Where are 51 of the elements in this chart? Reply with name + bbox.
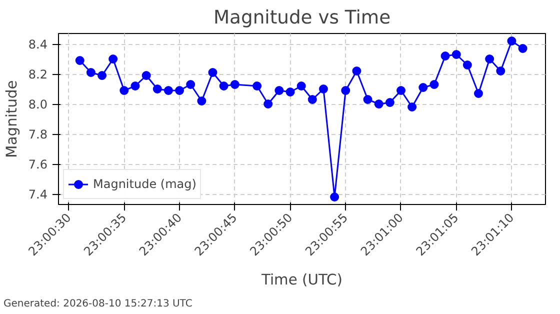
point (208, 68, 218, 77)
point (152, 84, 162, 94)
point (175, 86, 184, 95)
y-tick-label: 7.8 (28, 128, 48, 142)
point (75, 56, 84, 65)
point (374, 100, 384, 108)
point (186, 80, 196, 89)
point (408, 102, 417, 112)
y-tick-label: 8.4 (28, 38, 48, 52)
text: Generated: 2026-08-10 15:27:13 UTC (4, 298, 192, 310)
point (252, 82, 262, 90)
point (296, 82, 306, 90)
point (264, 100, 273, 108)
point (496, 66, 506, 76)
point (286, 88, 295, 96)
point (98, 71, 107, 80)
x-axis-title: Time (UTC) (260, 272, 343, 289)
point (197, 96, 206, 106)
point (474, 89, 483, 98)
point (164, 86, 173, 95)
point (352, 66, 362, 76)
point (452, 50, 461, 59)
point (440, 52, 450, 60)
point (396, 86, 406, 95)
point (363, 95, 372, 104)
point (318, 84, 328, 94)
point (86, 68, 96, 77)
y-axis-title: Magnitude (3, 80, 20, 158)
chart-title: Magnitude vs Time (213, 8, 391, 28)
point (142, 71, 151, 80)
point (219, 82, 228, 90)
point (130, 82, 140, 90)
point (330, 192, 340, 202)
point (120, 86, 129, 95)
y-tick-label: 8.0 (28, 98, 48, 112)
point (507, 36, 516, 46)
y-tick-label: 8.2 (28, 68, 48, 82)
point (462, 60, 472, 70)
point (418, 83, 428, 92)
point (308, 95, 317, 104)
point (430, 80, 439, 89)
point (385, 98, 394, 107)
legend-label: Magnitude (mag) (93, 177, 196, 191)
point (341, 86, 350, 95)
point (274, 86, 284, 95)
point (518, 44, 528, 53)
point (230, 80, 240, 89)
y-tick-label: 7.6 (28, 158, 48, 172)
y-tick-label: 7.4 (28, 188, 48, 202)
point (485, 54, 494, 64)
point (108, 54, 118, 64)
